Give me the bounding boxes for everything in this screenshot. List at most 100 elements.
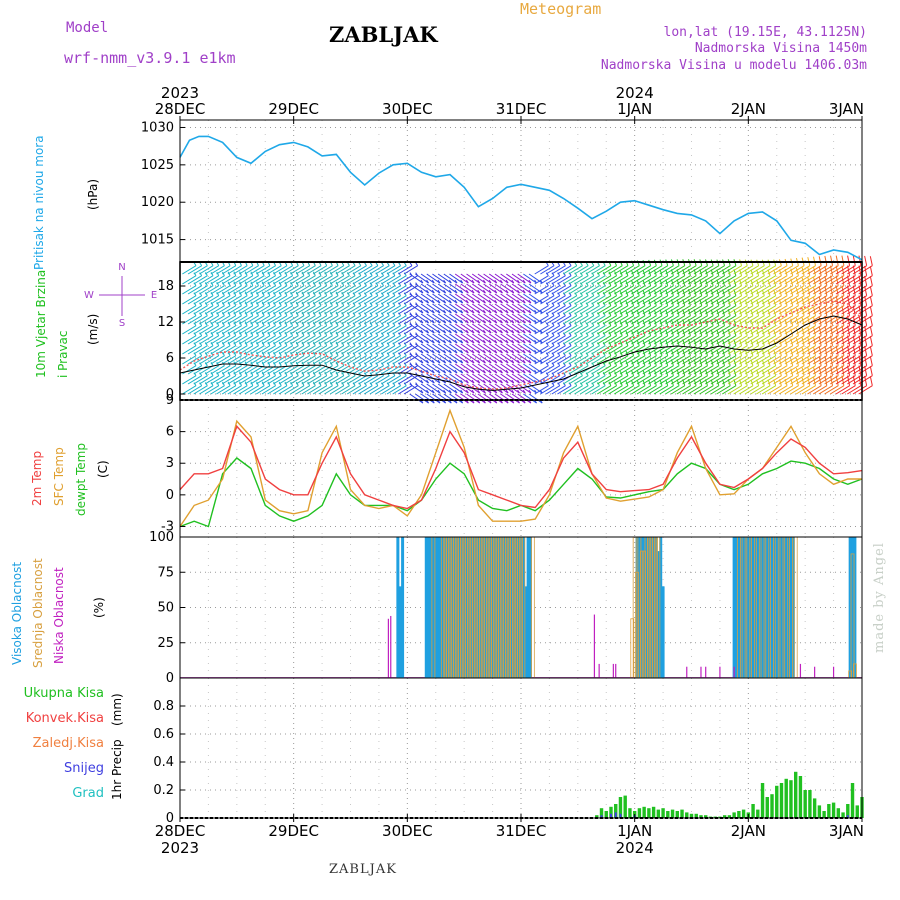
wind-barb-feather — [528, 279, 532, 284]
wind-barb — [437, 343, 452, 354]
wind-barb — [835, 285, 850, 295]
wind-barb-feather — [517, 299, 520, 304]
wind-barb — [835, 295, 850, 305]
wind-barb — [204, 375, 220, 385]
wind-barb — [722, 375, 737, 385]
wind-barb — [352, 305, 367, 315]
wind-barb-feather — [835, 265, 839, 276]
wind-barb — [773, 375, 788, 385]
y-tick-label: 0.8 — [153, 699, 174, 714]
wind-barb-feather — [483, 369, 486, 374]
wind-barb — [562, 315, 578, 325]
x-tick-label-top: 1JAN — [617, 100, 652, 118]
total-rain-bar — [656, 809, 661, 818]
wind-barb — [398, 375, 413, 385]
wind-barb — [676, 385, 691, 395]
wind-barb — [238, 295, 254, 305]
wind-barb — [307, 325, 322, 335]
wind-barb — [761, 285, 776, 295]
wind-barb — [301, 325, 316, 335]
wind-barb — [602, 335, 617, 345]
wind-barb-feather — [454, 369, 458, 374]
wind-barb — [653, 365, 668, 375]
wind-barb — [801, 275, 816, 285]
wind-barb-feather — [500, 329, 503, 334]
wind-barb — [642, 335, 657, 345]
wind-barb — [341, 285, 356, 295]
wind-barb — [329, 345, 345, 355]
wind-barb-feather — [858, 375, 862, 386]
wind-barb — [454, 273, 469, 284]
wind-barb — [631, 305, 646, 315]
wind-barb — [540, 305, 555, 315]
wind-barb-feather — [284, 341, 288, 346]
wind-barb — [244, 265, 259, 275]
wind-barb-feather — [864, 345, 868, 356]
wind-barb — [579, 375, 595, 385]
wind-barb-feather — [864, 335, 868, 346]
wind-barb — [386, 305, 401, 315]
wind-barb-feather — [471, 369, 475, 374]
wind-barb — [494, 273, 509, 284]
wind-barb-feather — [801, 317, 805, 326]
wind-barb-feather — [295, 291, 299, 296]
wind-barb-feather — [284, 321, 288, 326]
wind-barb — [716, 385, 731, 395]
high-cloud-bar — [782, 537, 786, 678]
wind-barb — [398, 305, 413, 315]
axis-text-layer: 1015102010251030061218-30369025507510000… — [141, 84, 864, 857]
wind-barb — [631, 335, 646, 345]
wind-barb — [614, 305, 629, 315]
wind-barb — [722, 325, 737, 335]
wind-barb — [818, 285, 833, 295]
wind-barb — [699, 305, 714, 315]
wind-barb — [807, 355, 822, 365]
wind-barb-feather — [522, 289, 526, 294]
wind-barb — [824, 295, 839, 305]
wind-barb — [358, 275, 373, 285]
wind-barb — [739, 295, 754, 305]
wind-barb — [852, 335, 867, 345]
wind-barb — [625, 375, 640, 385]
wind-barb — [392, 285, 407, 295]
wind-barb — [398, 295, 413, 305]
wind-barb-feather — [517, 369, 520, 374]
total-rain-bar — [808, 790, 812, 818]
wind-barb-feather — [522, 379, 526, 384]
wind-barb — [676, 305, 691, 315]
wind-barb — [568, 285, 583, 295]
wind-barb — [801, 265, 816, 275]
wind-barb-feather — [454, 339, 458, 344]
wind-barb-feather — [522, 359, 526, 364]
wind-barb-feather — [597, 302, 600, 306]
wind-barb-feather — [505, 329, 509, 334]
wind-barb — [648, 315, 663, 325]
wind-barb-feather — [471, 289, 475, 294]
wind-barb — [528, 333, 543, 344]
wind-barb — [199, 375, 214, 385]
wind-barb — [187, 345, 202, 355]
wind-barb — [358, 285, 373, 295]
wind-barb — [204, 335, 220, 345]
wind-barb — [687, 315, 703, 325]
wind-barb-feather — [347, 372, 350, 376]
wind-barb — [693, 325, 708, 335]
wind-barb-feather — [273, 291, 277, 296]
wind-barb — [767, 375, 782, 385]
wind-barb — [727, 385, 742, 395]
wind-barb-feather — [852, 375, 856, 386]
wind-barb — [648, 305, 663, 315]
wind-barb — [750, 305, 765, 315]
wind-barb-feather — [443, 309, 447, 314]
wind-barb — [784, 275, 799, 285]
wind-barb — [773, 295, 788, 305]
wind-barb — [426, 363, 441, 374]
wind-barb — [636, 325, 651, 335]
wind-barb-feather — [795, 308, 799, 316]
wind-barb-feather — [824, 255, 828, 266]
wind-barb — [699, 365, 714, 375]
wind-barb-feather — [426, 379, 430, 384]
wind-barb-feather — [500, 369, 503, 374]
wind-barb — [369, 345, 384, 355]
wind-barb-feather — [465, 359, 469, 364]
